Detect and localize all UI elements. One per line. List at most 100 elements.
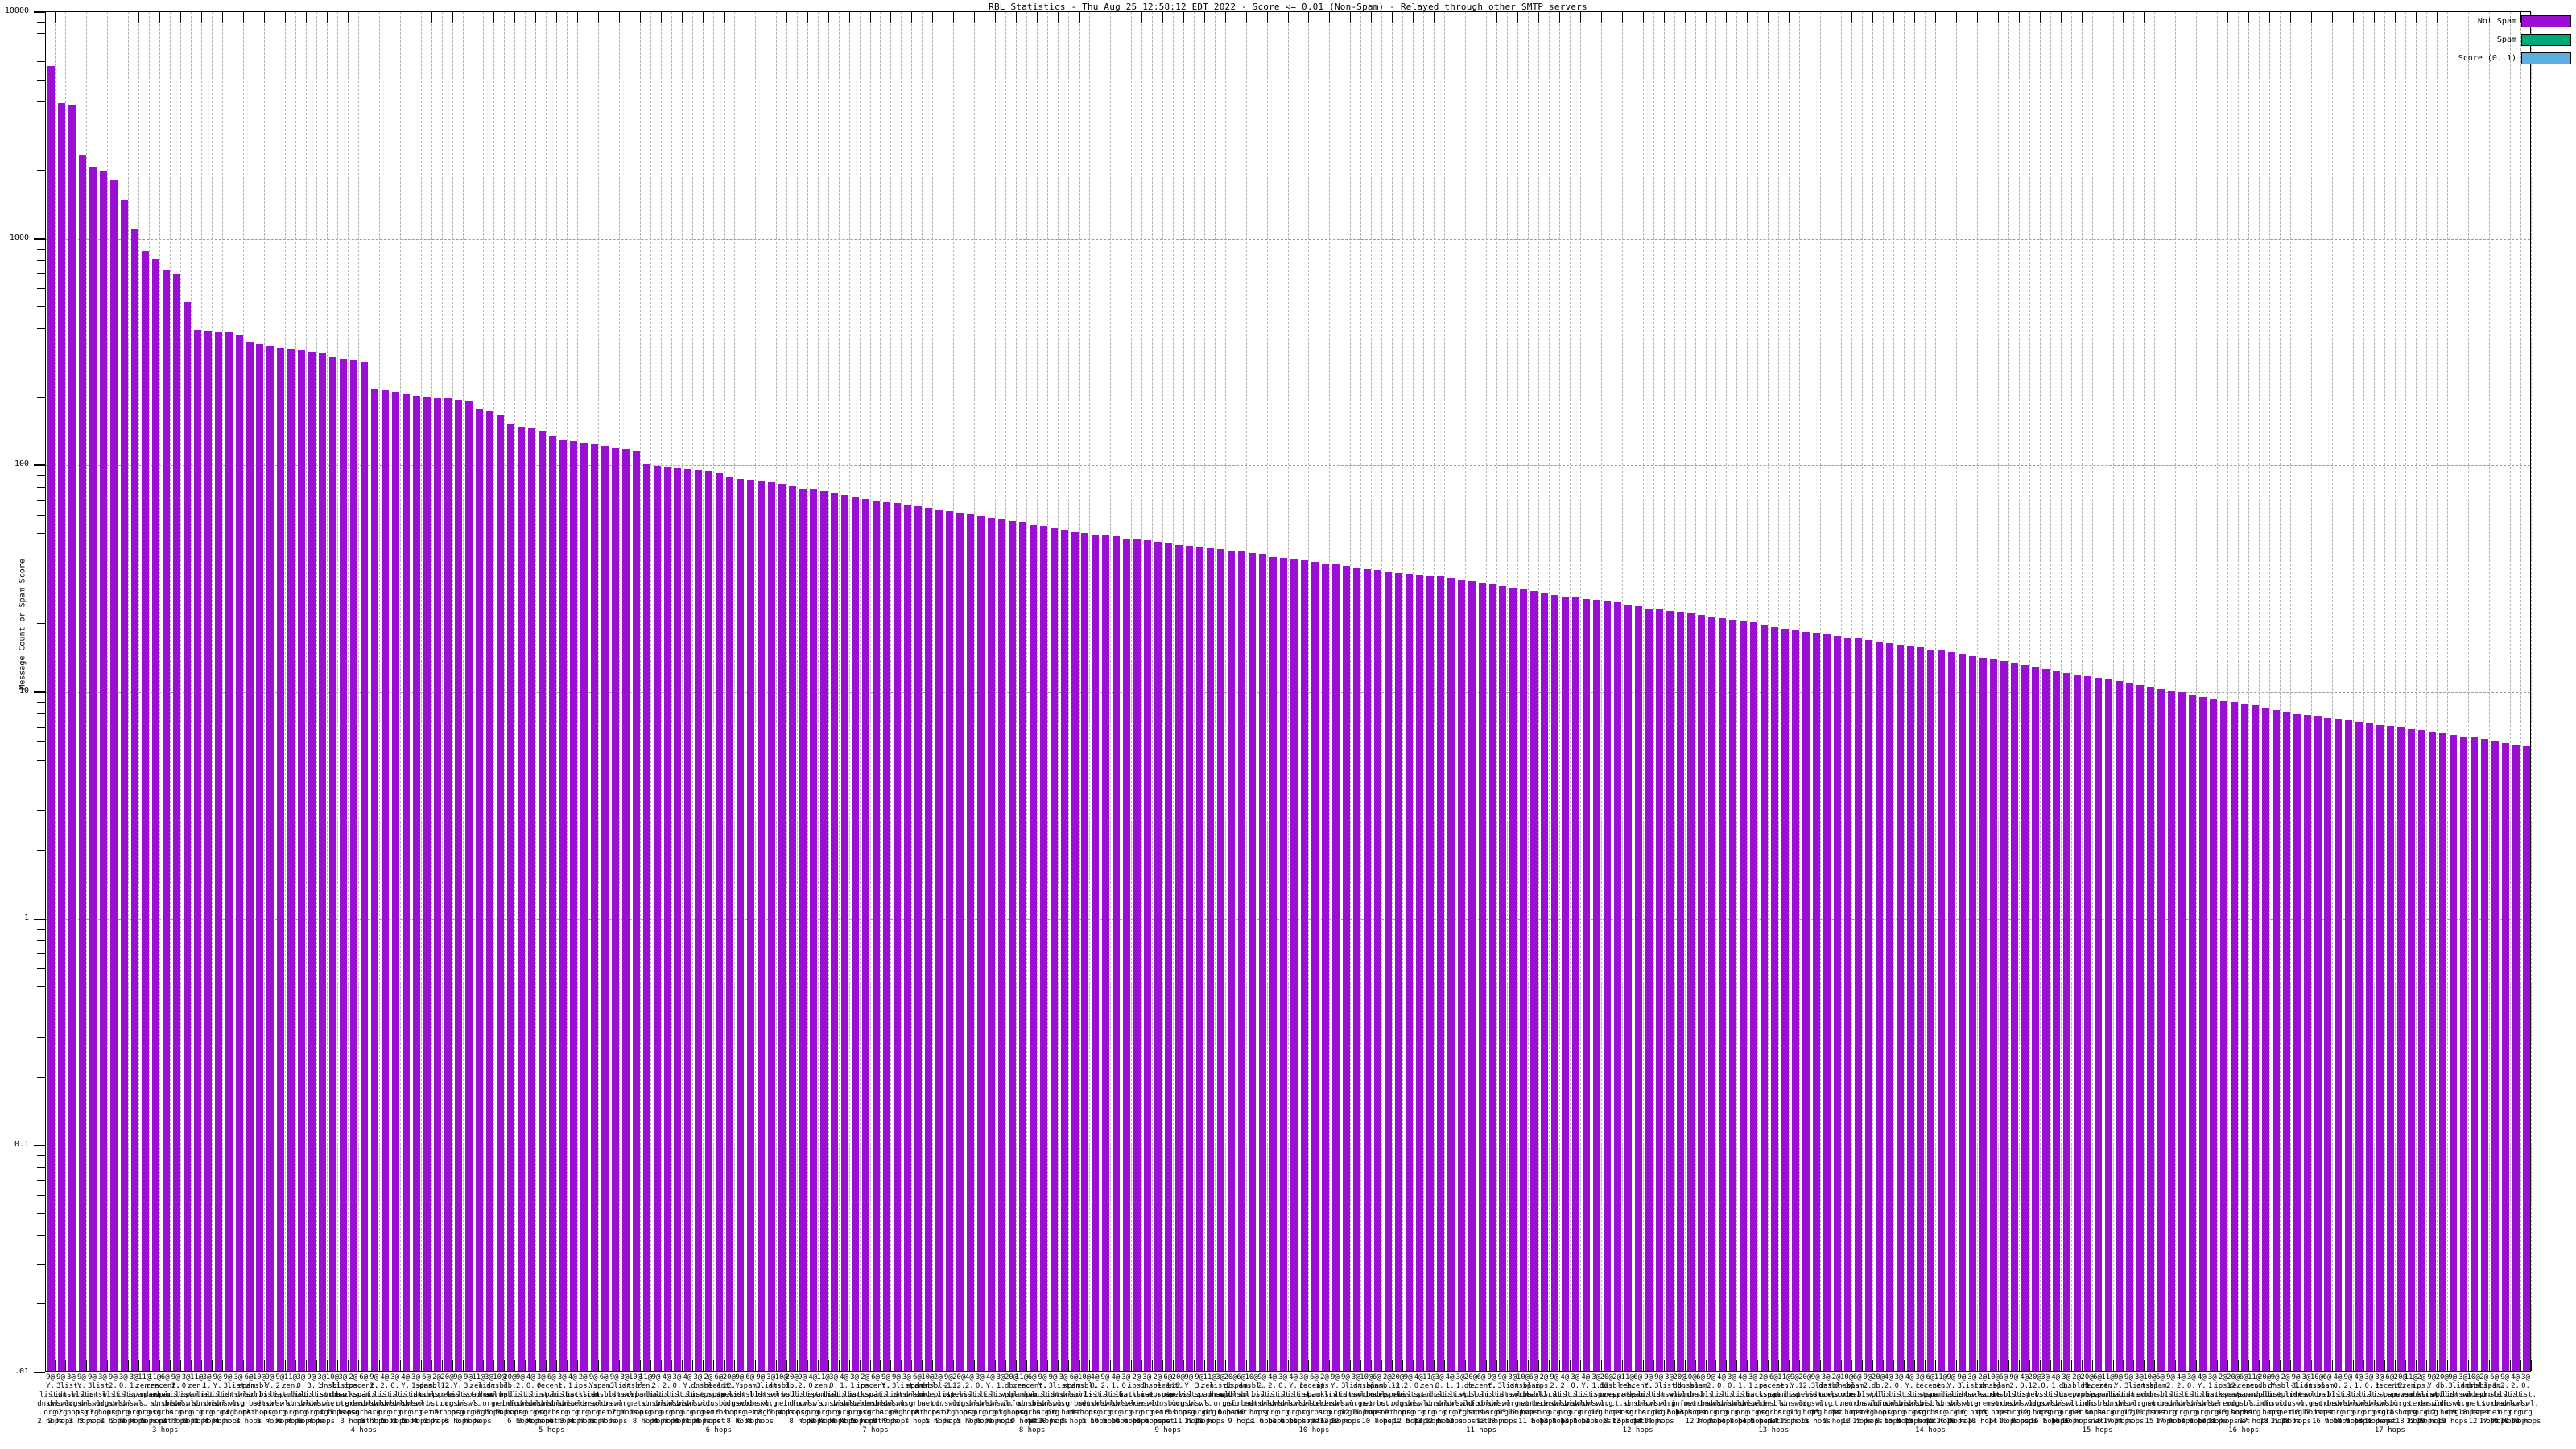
bar[interactable] <box>799 488 807 1371</box>
bar[interactable] <box>569 441 577 1371</box>
bar[interactable] <box>162 269 170 1371</box>
bar[interactable] <box>2011 663 2019 1371</box>
bar[interactable] <box>1707 617 1715 1371</box>
bar[interactable] <box>695 469 703 1371</box>
bar[interactable] <box>277 348 285 1371</box>
bar[interactable] <box>423 396 431 1371</box>
bar[interactable] <box>789 485 797 1371</box>
bar[interactable] <box>1186 546 1194 1371</box>
bar[interactable] <box>1280 558 1287 1371</box>
bar[interactable] <box>1718 618 1726 1371</box>
bar[interactable] <box>496 415 504 1371</box>
bar[interactable] <box>893 503 901 1371</box>
bar[interactable] <box>1927 649 1935 1371</box>
bar[interactable] <box>1154 541 1162 1371</box>
bar[interactable] <box>841 494 849 1371</box>
bar[interactable] <box>2502 742 2510 1371</box>
bar[interactable] <box>1812 633 1820 1371</box>
bar[interactable] <box>1635 606 1643 1371</box>
bar[interactable] <box>1770 627 1778 1371</box>
bar[interactable] <box>1373 570 1381 1371</box>
bar[interactable] <box>2053 671 2061 1371</box>
bar[interactable] <box>2095 677 2103 1371</box>
bar[interactable] <box>987 517 995 1371</box>
bar[interactable] <box>2021 664 2029 1371</box>
bar[interactable] <box>778 483 786 1371</box>
bar[interactable] <box>1321 563 1329 1371</box>
bar[interactable] <box>632 451 640 1371</box>
bar[interactable] <box>225 332 233 1371</box>
bar[interactable] <box>2408 729 2416 1371</box>
bar[interactable] <box>1959 654 1967 1371</box>
bar[interactable] <box>2491 741 2500 1371</box>
bar[interactable] <box>130 229 138 1371</box>
bar[interactable] <box>1123 538 1131 1371</box>
bar[interactable] <box>1624 604 1633 1371</box>
bar[interactable] <box>350 359 358 1371</box>
bar[interactable] <box>308 352 316 1371</box>
bar[interactable] <box>2418 730 2426 1371</box>
bar[interactable] <box>580 443 588 1371</box>
bar[interactable] <box>716 472 724 1371</box>
bar[interactable] <box>559 440 567 1371</box>
bar[interactable] <box>1342 566 1350 1371</box>
bar[interactable] <box>2439 733 2447 1371</box>
bar[interactable] <box>1415 574 1423 1371</box>
bar[interactable] <box>1060 530 1068 1371</box>
bar[interactable] <box>2063 672 2071 1371</box>
bar[interactable] <box>2355 721 2363 1371</box>
bar[interactable] <box>2387 725 2395 1371</box>
bar[interactable] <box>1165 543 1173 1371</box>
bar[interactable] <box>1760 625 1768 1371</box>
bar[interactable] <box>2240 703 2248 1371</box>
bar[interactable] <box>1102 535 1110 1371</box>
bar[interactable] <box>1405 573 1413 1371</box>
bar[interactable] <box>485 411 493 1371</box>
bar[interactable] <box>2136 684 2144 1371</box>
bar[interactable] <box>872 500 880 1371</box>
bar[interactable] <box>903 505 911 1371</box>
bar[interactable] <box>1238 551 1246 1371</box>
bar[interactable] <box>47 65 55 1371</box>
bar[interactable] <box>151 258 159 1371</box>
bar[interactable] <box>1604 600 1612 1371</box>
bar[interactable] <box>2345 720 2353 1371</box>
bar[interactable] <box>1447 577 1455 1371</box>
bar[interactable] <box>1384 572 1392 1371</box>
bar[interactable] <box>319 352 327 1371</box>
bar[interactable] <box>653 465 661 1371</box>
bar[interactable] <box>1039 526 1047 1371</box>
bar[interactable] <box>214 332 222 1371</box>
bar[interactable] <box>2230 702 2238 1371</box>
bar[interactable] <box>2334 719 2343 1371</box>
bar[interactable] <box>2523 745 2530 1371</box>
bar[interactable] <box>1677 612 1685 1371</box>
bar[interactable] <box>1133 539 1141 1371</box>
bar[interactable] <box>298 349 306 1371</box>
bar[interactable] <box>340 359 348 1371</box>
bar[interactable] <box>2261 708 2269 1371</box>
bar[interactable] <box>256 343 264 1371</box>
bar[interactable] <box>1499 585 1507 1371</box>
bar[interactable] <box>997 519 1005 1371</box>
bar[interactable] <box>1217 549 1225 1371</box>
bar[interactable] <box>882 502 890 1371</box>
legend-item-not-spam[interactable]: Not Spam <box>2478 14 2571 28</box>
bar[interactable] <box>2512 744 2520 1371</box>
bar[interactable] <box>1614 602 1622 1371</box>
bar[interactable] <box>663 467 671 1371</box>
bar[interactable] <box>820 490 828 1371</box>
bar[interactable] <box>2000 661 2008 1371</box>
bar[interactable] <box>141 250 149 1371</box>
bar[interactable] <box>2303 715 2311 1371</box>
bar[interactable] <box>172 274 180 1371</box>
bar[interactable] <box>1843 637 1852 1371</box>
bar[interactable] <box>1948 652 1956 1371</box>
bar[interactable] <box>1938 650 1946 1371</box>
bar[interactable] <box>434 398 442 1371</box>
bar[interactable] <box>517 427 525 1371</box>
bar[interactable] <box>2251 705 2259 1371</box>
bar[interactable] <box>914 506 922 1371</box>
bar[interactable] <box>2084 675 2092 1371</box>
bar[interactable] <box>705 471 713 1371</box>
